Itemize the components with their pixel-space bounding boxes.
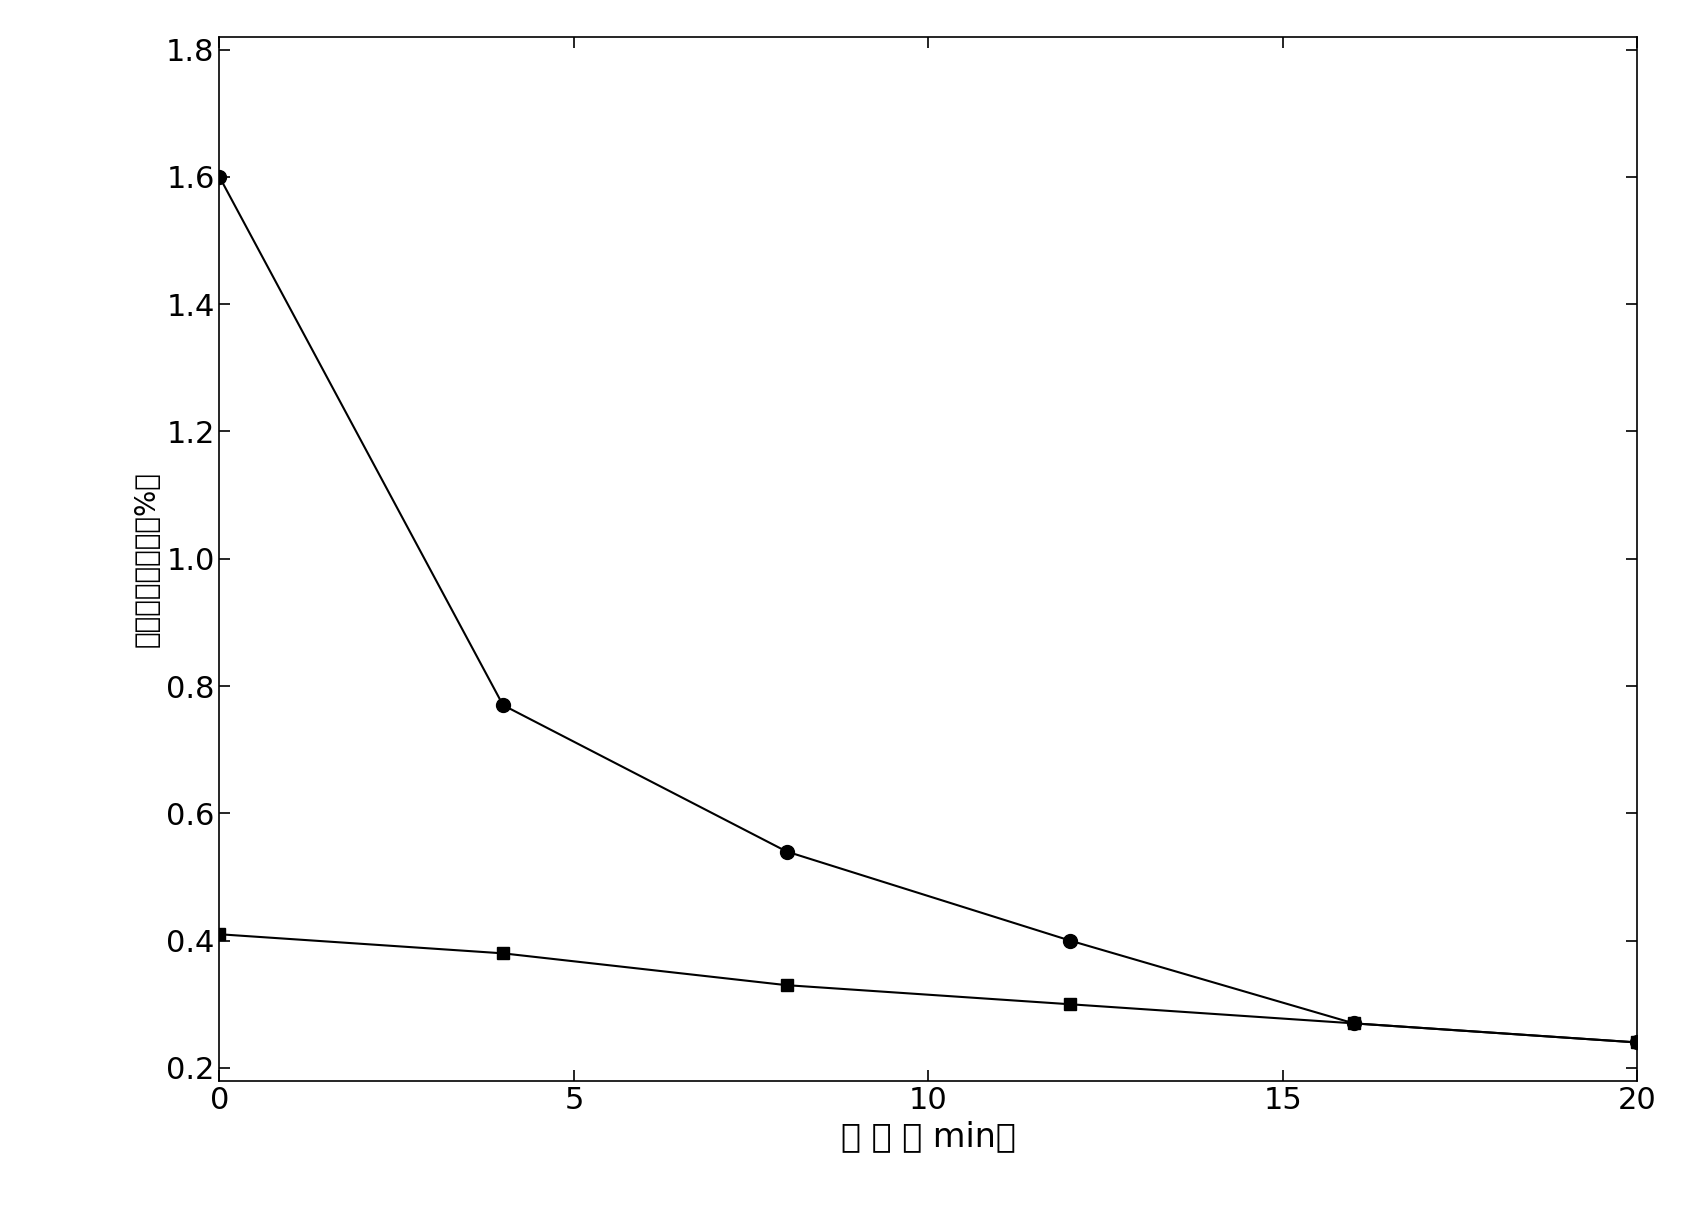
Y-axis label: 合金中的氧含量（%）: 合金中的氧含量（%）: [133, 470, 160, 647]
X-axis label: 时 间 （ min）: 时 间 （ min）: [841, 1120, 1016, 1153]
